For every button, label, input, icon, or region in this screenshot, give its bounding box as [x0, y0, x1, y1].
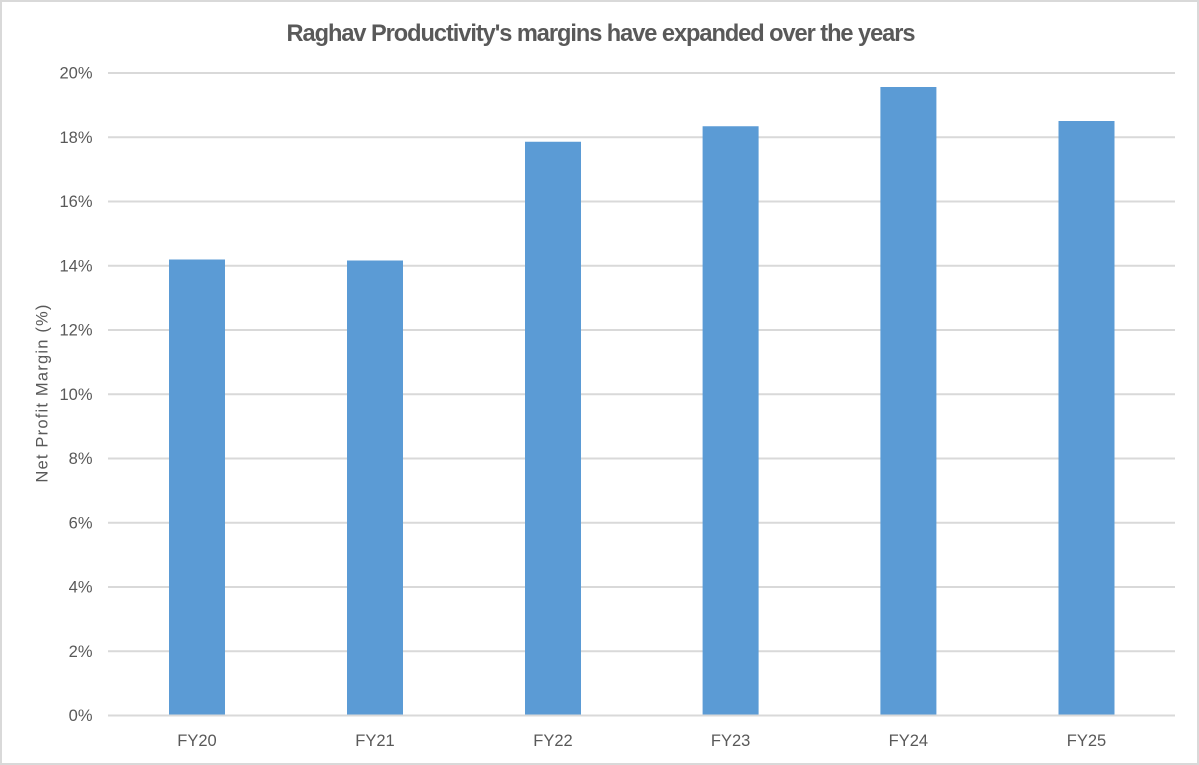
svg-text:8%: 8% — [69, 450, 93, 468]
svg-text:2%: 2% — [69, 643, 93, 661]
svg-text:14%: 14% — [59, 257, 92, 275]
svg-text:6%: 6% — [69, 514, 93, 532]
svg-text:12%: 12% — [59, 322, 92, 340]
svg-text:16%: 16% — [59, 193, 92, 211]
svg-text:20%: 20% — [59, 65, 92, 83]
svg-text:4%: 4% — [69, 579, 93, 597]
svg-text:FY25: FY25 — [1067, 732, 1106, 750]
svg-text:Net Profit Margin (%): Net Profit Margin (%) — [34, 303, 52, 482]
svg-text:18%: 18% — [59, 129, 92, 147]
svg-text:Raghav Productivity's margins: Raghav Productivity's margins have expan… — [287, 21, 916, 47]
svg-text:FY20: FY20 — [177, 732, 216, 750]
svg-text:FY21: FY21 — [355, 732, 394, 750]
svg-text:10%: 10% — [59, 386, 92, 404]
svg-text:FY24: FY24 — [889, 732, 928, 750]
svg-text:0%: 0% — [69, 707, 93, 725]
svg-text:FY22: FY22 — [533, 732, 572, 750]
svg-text:FY23: FY23 — [711, 732, 750, 750]
